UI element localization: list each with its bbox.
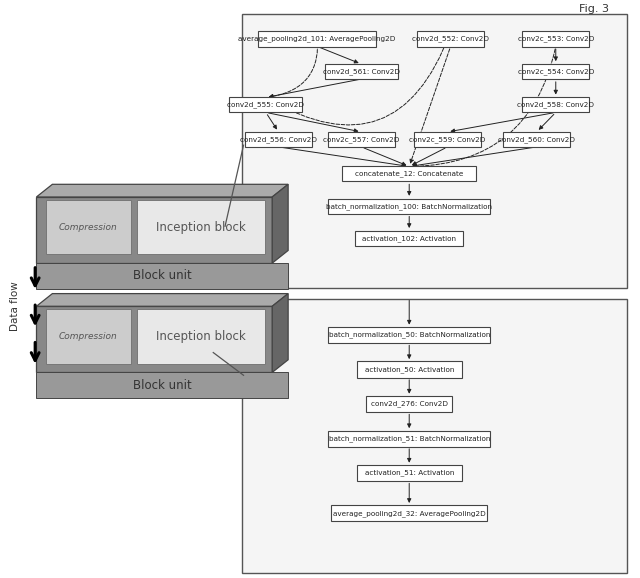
Text: activation_102: Activation: activation_102: Activation (362, 235, 456, 242)
Text: Fig. 3: Fig. 3 (579, 4, 609, 14)
FancyBboxPatch shape (258, 31, 376, 47)
Text: conv2d_561: Conv2D: conv2d_561: Conv2D (323, 68, 400, 75)
FancyBboxPatch shape (324, 64, 398, 79)
FancyBboxPatch shape (242, 14, 627, 288)
Polygon shape (36, 263, 288, 289)
FancyBboxPatch shape (328, 132, 395, 147)
Polygon shape (36, 197, 272, 263)
Polygon shape (36, 294, 288, 306)
Polygon shape (272, 294, 288, 372)
FancyBboxPatch shape (342, 166, 476, 181)
Text: average_pooling2d_101: AveragePooling2D: average_pooling2d_101: AveragePooling2D (238, 35, 396, 42)
Text: conv2c_557: Conv2D: conv2c_557: Conv2D (323, 136, 399, 143)
Text: conv2c_553: Conv2D: conv2c_553: Conv2D (518, 35, 594, 42)
FancyBboxPatch shape (355, 231, 463, 246)
Text: activation_50: Activation: activation_50: Activation (365, 366, 454, 373)
FancyBboxPatch shape (328, 199, 490, 214)
FancyBboxPatch shape (522, 98, 589, 112)
Polygon shape (36, 184, 288, 197)
Text: batch_normalization_50: BatchNormalization: batch_normalization_50: BatchNormalizati… (328, 332, 490, 338)
Text: batch_normalization_100: BatchNormalization: batch_normalization_100: BatchNormalizat… (326, 203, 492, 210)
FancyBboxPatch shape (522, 31, 589, 47)
Polygon shape (137, 309, 264, 364)
FancyBboxPatch shape (356, 465, 462, 481)
Text: conv2d_560: Conv2D: conv2d_560: Conv2D (498, 136, 575, 143)
Text: conv2d_276: Conv2D: conv2d_276: Conv2D (371, 401, 448, 407)
FancyBboxPatch shape (242, 299, 627, 573)
Text: conv2d_558: Conv2D: conv2d_558: Conv2D (517, 102, 595, 108)
Text: Inception block: Inception block (156, 221, 246, 234)
FancyBboxPatch shape (245, 132, 312, 147)
Text: activation_51: Activation: activation_51: Activation (365, 470, 454, 476)
Text: Block unit: Block unit (133, 269, 191, 282)
Text: conv2d_556: Conv2D: conv2d_556: Conv2D (240, 136, 317, 143)
Polygon shape (36, 306, 272, 372)
FancyBboxPatch shape (328, 327, 490, 343)
Text: Compression: Compression (59, 332, 118, 341)
FancyBboxPatch shape (522, 64, 589, 79)
Text: conv2d_552: Conv2D: conv2d_552: Conv2D (412, 35, 489, 42)
FancyBboxPatch shape (503, 132, 570, 147)
Text: conv2d_555: Conv2D: conv2d_555: Conv2D (227, 102, 305, 108)
Polygon shape (46, 200, 131, 254)
Polygon shape (137, 200, 264, 254)
FancyBboxPatch shape (328, 431, 490, 447)
FancyBboxPatch shape (414, 132, 481, 147)
FancyBboxPatch shape (331, 505, 487, 521)
Text: conv2c_559: Conv2D: conv2c_559: Conv2D (409, 136, 486, 143)
Text: batch_normalization_51: BatchNormalization: batch_normalization_51: BatchNormalizati… (328, 435, 490, 442)
FancyBboxPatch shape (417, 31, 484, 47)
Polygon shape (36, 372, 288, 398)
FancyBboxPatch shape (229, 98, 303, 112)
FancyBboxPatch shape (366, 396, 452, 412)
Text: average_pooling2d_32: AveragePooling2D: average_pooling2d_32: AveragePooling2D (333, 510, 486, 517)
Text: Compression: Compression (59, 223, 118, 232)
Text: Block unit: Block unit (133, 379, 191, 391)
Text: Data flow: Data flow (10, 281, 20, 331)
Polygon shape (46, 309, 131, 364)
Text: conv2c_554: Conv2D: conv2c_554: Conv2D (518, 68, 594, 75)
FancyBboxPatch shape (356, 361, 462, 377)
Text: concatenate_12: Concatenate: concatenate_12: Concatenate (355, 171, 463, 177)
Polygon shape (272, 184, 288, 263)
Text: Inception block: Inception block (156, 330, 246, 343)
